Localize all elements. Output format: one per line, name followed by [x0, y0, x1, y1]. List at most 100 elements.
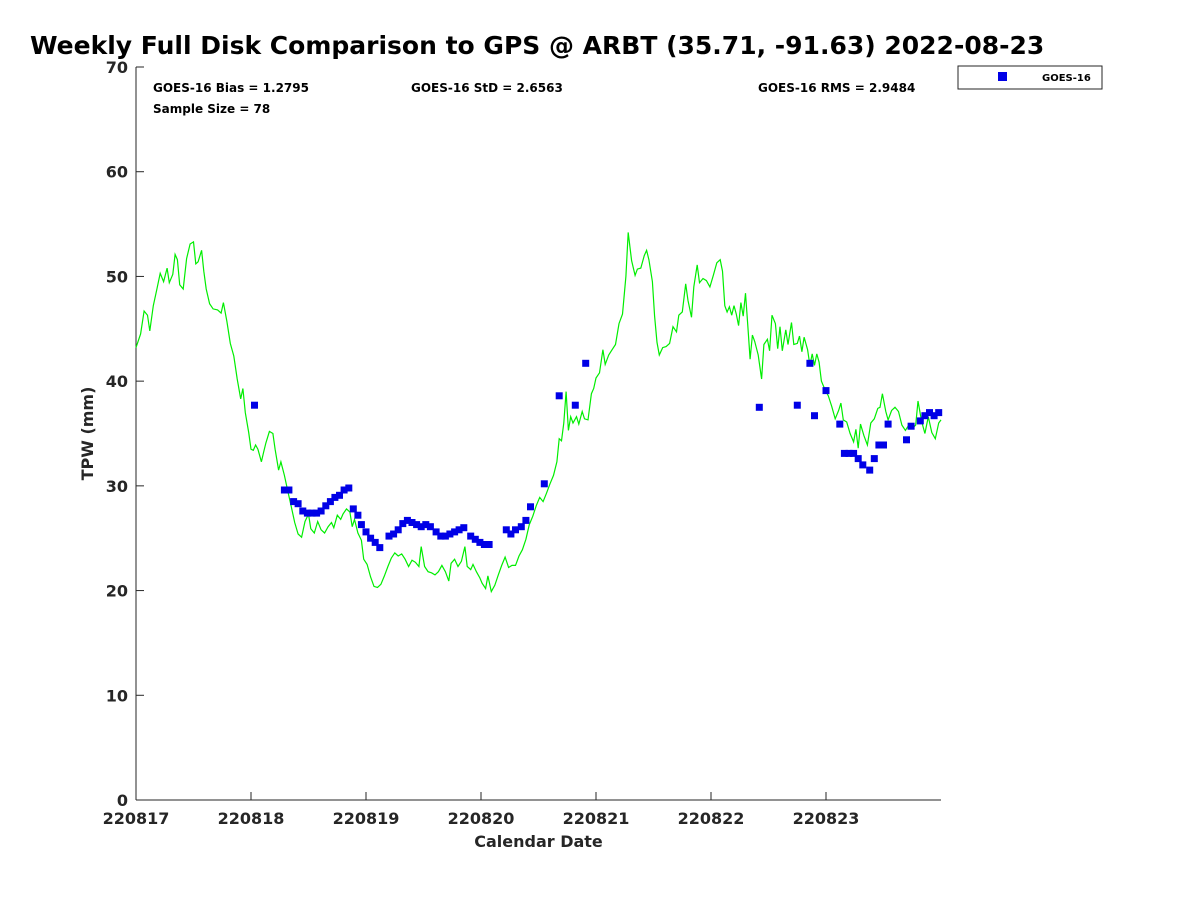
goes16-data-point: [921, 412, 929, 420]
goes16-data-point: [502, 526, 510, 534]
goes16-data-point: [507, 530, 515, 538]
x-tick-label: 220819: [333, 809, 400, 828]
goes16-data-point: [336, 491, 343, 499]
x-tick-label: 220822: [678, 809, 745, 828]
goes16-data-point: [870, 455, 878, 463]
y-axis-ticks: 0 10 20 30 40 50 60 70: [106, 58, 144, 810]
goes16-data-point: [755, 403, 763, 411]
goes16-data-point: [930, 412, 938, 420]
goes16-data-point: [308, 509, 316, 517]
x-tick-label: 220818: [218, 809, 285, 828]
goes16-data-point: [840, 449, 848, 457]
chart-title: Weekly Full Disk Comparison to GPS @ ARB…: [30, 31, 1044, 60]
goes16-data-point: [299, 507, 307, 515]
goes16-data-point: [303, 509, 311, 517]
sample-size-stat: Sample Size = 78: [153, 102, 270, 116]
goes16-data-point: [476, 538, 484, 546]
goes16-data-point: [362, 528, 370, 536]
legend-label-goes16: GOES-16: [1042, 73, 1091, 84]
rms-stat: GOES-16 RMS = 2.9484: [758, 81, 915, 95]
y-tick-label: 40: [106, 372, 128, 391]
goes16-data-point: [903, 436, 910, 444]
y-tick-label: 0: [117, 791, 128, 810]
std-stat: GOES-16 StD = 2.6563: [411, 81, 563, 95]
goes16-data-point: [451, 528, 459, 536]
goes16-data-point: [926, 409, 933, 417]
y-tick-label: 30: [106, 477, 128, 496]
goes16-data-point: [571, 401, 579, 409]
goes16-data-point: [455, 526, 463, 534]
legend: GOES-16: [957, 65, 1103, 90]
goes16-data-point: [390, 530, 398, 538]
goes16-data-point: [417, 523, 425, 531]
goes16-data-point: [367, 534, 375, 542]
goes16-data-point: [859, 461, 867, 469]
x-axis-ticks: 220817 220818 220819 220820 220821 220822 2208…: [103, 792, 860, 828]
legend-box: [957, 65, 1103, 90]
goes16-data-point: [399, 520, 407, 528]
goes16-data-point: [394, 526, 402, 534]
goes16-data-point: [540, 480, 548, 488]
goes16-data-point: [426, 523, 434, 531]
goes16-data-point: [850, 449, 858, 457]
x-tick-label: 220820: [448, 809, 515, 828]
goes16-data-point: [280, 486, 288, 494]
goes16-data-point: [376, 544, 384, 552]
legend-marker-goes16: [998, 72, 1007, 81]
goes16-data-point: [522, 516, 530, 524]
goes16-data-point: [441, 532, 449, 540]
goes16-data-point: [432, 528, 440, 536]
goes16-data-point: [317, 507, 325, 515]
goes16-data-point: [512, 526, 519, 534]
goes16-data-point: [437, 532, 445, 540]
goes16-data-point: [854, 455, 862, 463]
plot-data-area: [135, 232, 943, 594]
goes16-data-point: [385, 532, 393, 540]
goes16-data-point: [793, 401, 801, 409]
goes16-data-point: [517, 523, 525, 531]
goes16-data-point: [811, 412, 818, 420]
statistics-block: GOES-16 Bias = 1.2795 GOES-16 StD = 2.65…: [153, 81, 915, 116]
goes16-data-point: [403, 516, 411, 524]
goes16-data-point: [290, 498, 298, 506]
goes16-data-point: [422, 521, 430, 529]
goes16-data-point: [313, 509, 321, 517]
goes16-data-point: [875, 441, 883, 449]
goes16-data-point: [527, 503, 534, 511]
goes16-data-point: [413, 521, 421, 529]
gps-tpw-line: [135, 232, 942, 594]
x-axis-label: Calendar Date: [474, 832, 603, 851]
goes16-data-point: [822, 387, 830, 395]
goes16-data-point: [467, 532, 475, 540]
goes16-data-point: [294, 500, 302, 508]
y-tick-label: 50: [106, 267, 128, 286]
y-tick-label: 60: [106, 163, 128, 182]
y-tick-label: 10: [106, 686, 128, 705]
goes16-data-point: [460, 524, 468, 532]
goes16-data-point: [916, 417, 924, 425]
goes16-data-point: [408, 519, 416, 526]
y-tick-label: 70: [106, 58, 128, 77]
goes16-data-point: [349, 505, 357, 513]
goes16-data-point: [935, 409, 943, 417]
goes16-data-point: [340, 486, 348, 494]
goes16-data-point: [845, 449, 853, 457]
y-axis-label: TPW (mm): [78, 387, 97, 481]
x-tick-label: 220821: [563, 809, 630, 828]
y-tick-label: 20: [106, 582, 128, 601]
goes16-data-point: [285, 486, 293, 494]
goes16-data-point: [326, 498, 334, 506]
goes16-data-point: [806, 359, 814, 367]
x-tick-label: 220823: [793, 809, 860, 828]
goes16-data-point: [471, 535, 479, 543]
x-tick-label: 220817: [103, 809, 170, 828]
goes16-data-point: [884, 420, 892, 428]
goes16-data-point: [354, 511, 362, 519]
goes16-data-point: [345, 484, 353, 492]
goes16-data-point: [371, 538, 379, 546]
plot-axes: [135, 67, 941, 801]
goes16-data-point: [251, 401, 258, 409]
goes16-data-point: [331, 493, 339, 501]
goes16-data-point: [582, 359, 590, 367]
